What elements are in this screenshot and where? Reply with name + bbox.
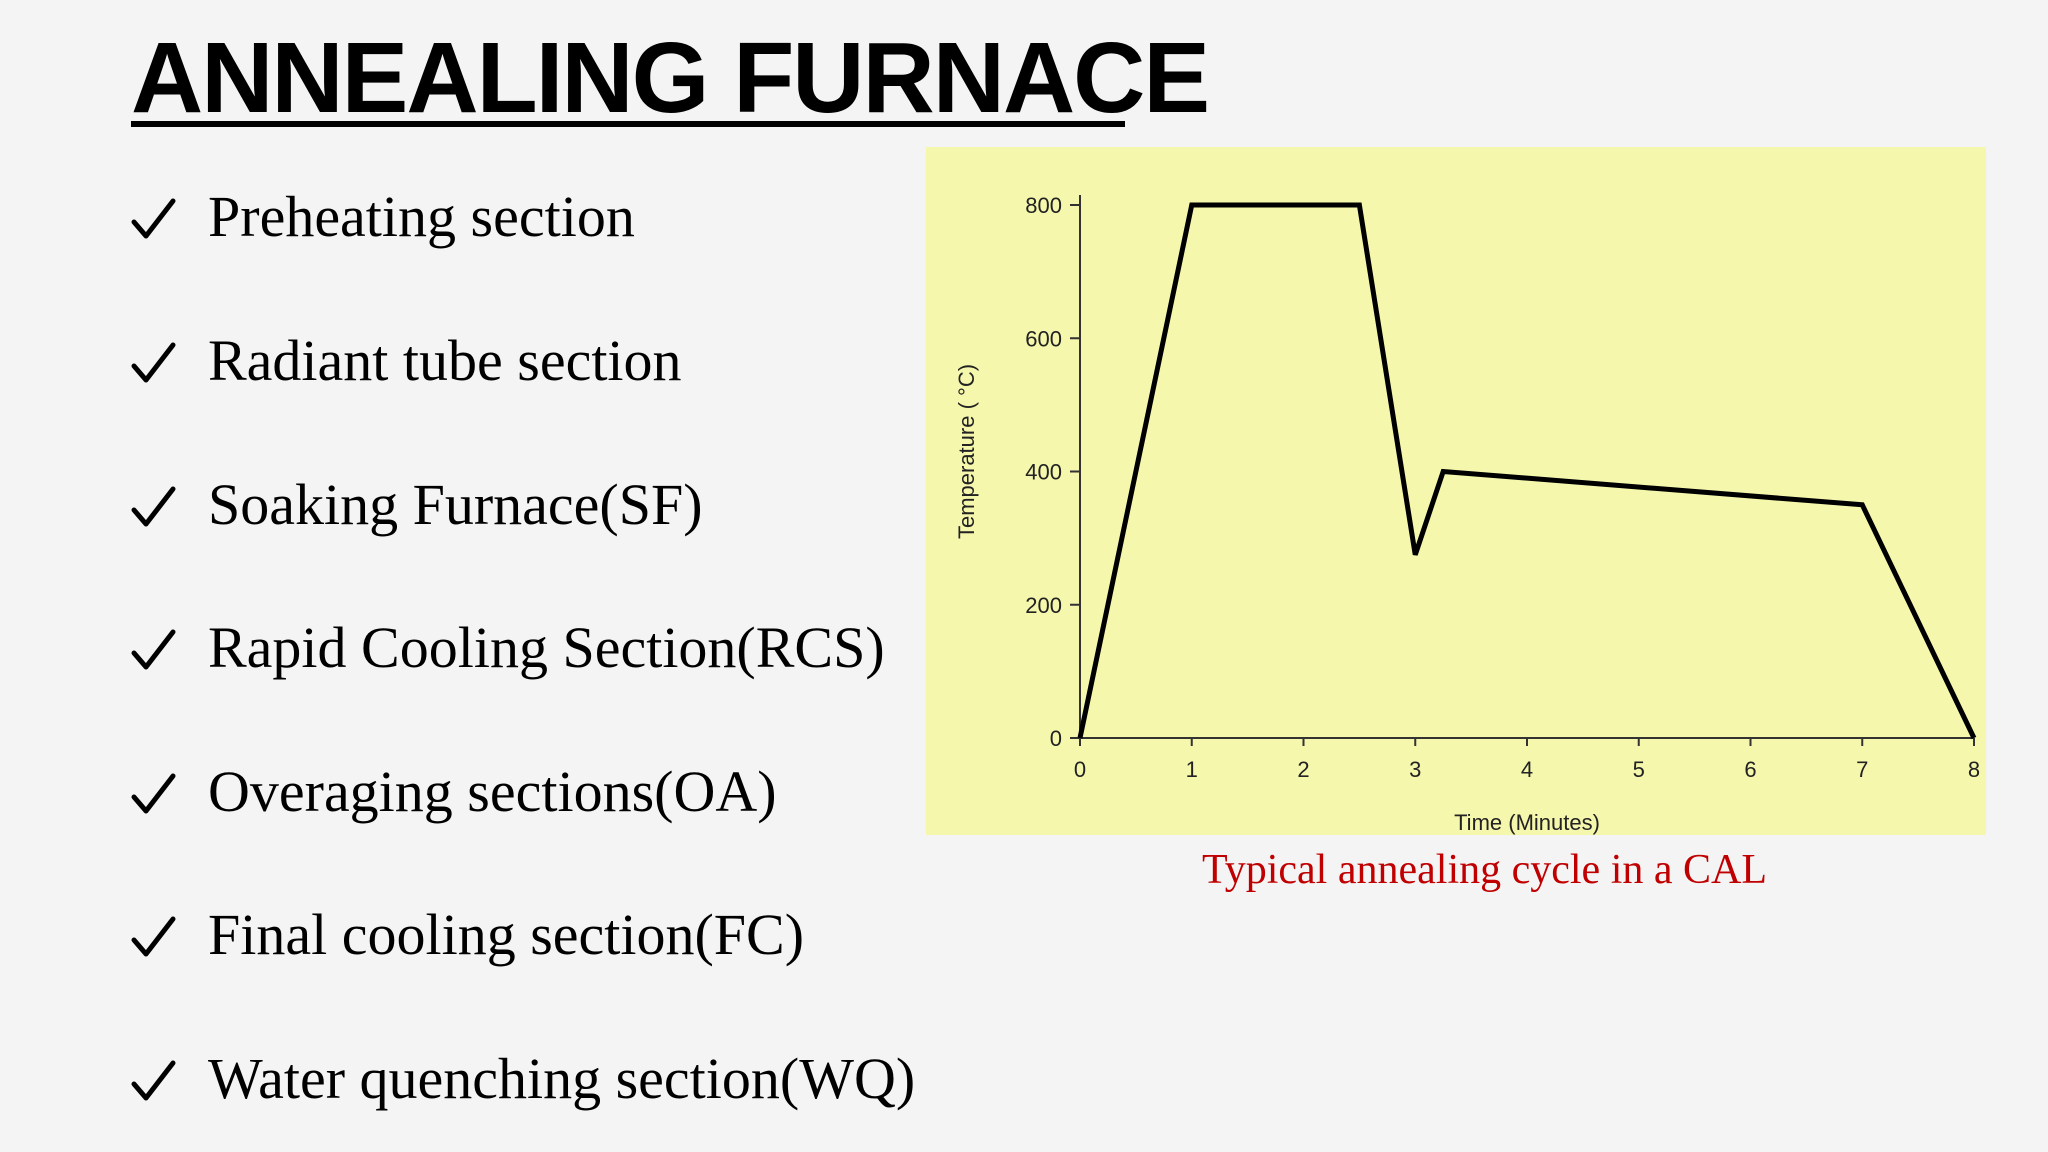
check-icon [131, 773, 176, 814]
list-item-label: Preheating section [208, 184, 635, 249]
check-icon [131, 198, 176, 239]
list-item-label: Final cooling section(FC) [208, 902, 805, 967]
check-icon [131, 1060, 176, 1101]
check-icon [131, 916, 176, 957]
slide-title: ANNEALING FURNACE [131, 22, 1210, 134]
title-underline [131, 121, 1125, 127]
check-icon [131, 342, 176, 383]
x-tick-label: 2 [1297, 757, 1309, 782]
annealing-cycle-chart: 0 200 400 600 800 0 1 2 3 4 5 6 7 8 Time (Minutes) Tem… [926, 147, 1986, 835]
list-item-label: Water quenching section(WQ) [208, 1046, 916, 1111]
x-tick-label: 4 [1521, 757, 1533, 782]
y-tick-label: 200 [1025, 593, 1062, 618]
x-tick-label: 6 [1744, 757, 1756, 782]
y-tick-label: 0 [1050, 726, 1062, 751]
x-tick-label: 3 [1409, 757, 1421, 782]
chart-svg: 0 200 400 600 800 0 1 2 3 4 5 6 7 8 Time (Minutes) Tem… [954, 193, 1980, 835]
y-tick-label: 800 [1025, 193, 1062, 218]
check-icon [131, 486, 176, 527]
x-tick-label: 1 [1186, 757, 1198, 782]
list-item-label: Soaking Furnace(SF) [208, 472, 703, 537]
y-tick-label: 600 [1025, 326, 1062, 351]
y-axis-label: Temperature ( °C) [954, 364, 979, 539]
x-tick-label: 5 [1633, 757, 1645, 782]
list-item-label: Rapid Cooling Section(RCS) [208, 615, 885, 680]
x-tick-label: 7 [1856, 757, 1868, 782]
chart-caption: Typical annealing cycle in a CAL [1202, 847, 1768, 893]
list-item-label: Overaging sections(OA) [208, 759, 777, 824]
x-axis-label: Time (Minutes) [1454, 810, 1600, 835]
list-item-label: Radiant tube section [208, 328, 682, 393]
series-line [1077, 202, 1977, 740]
y-tick-label: 400 [1025, 460, 1062, 485]
check-icon [131, 629, 176, 670]
x-tick-label: 0 [1074, 757, 1086, 782]
x-tick-label: 8 [1968, 757, 1980, 782]
